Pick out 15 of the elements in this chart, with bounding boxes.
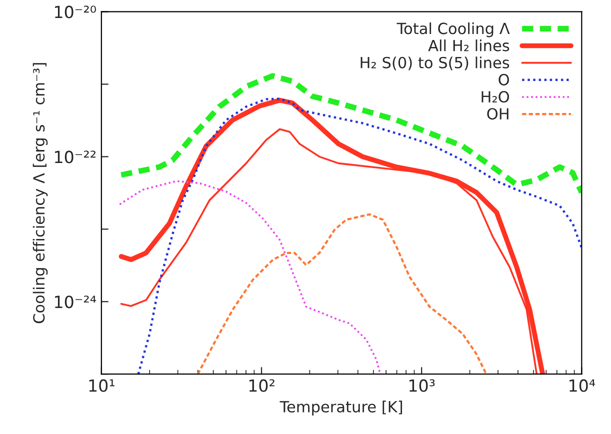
legend-label: O <box>498 74 510 86</box>
x-axis-title: Temperature [K] <box>280 400 402 416</box>
legend-label: H₂ S(0) to S(5) lines <box>360 56 510 70</box>
legend-label: H₂O <box>482 90 510 103</box>
y-tick-label: 10⁻²² <box>55 150 96 164</box>
x-tick-label: 10² <box>249 379 274 392</box>
y-axis-title: Cooling efficiency Λ [erg s⁻¹ cm⁻³] <box>32 63 48 324</box>
legend-label: All H₂ lines <box>428 39 510 52</box>
x-tick-label: 10¹ <box>89 379 114 392</box>
x-tick-label: 10³ <box>409 379 435 392</box>
x-tick-label: 10⁴ <box>570 379 596 392</box>
y-tick-label: 10⁻²⁰ <box>55 6 96 18</box>
legend-label: OH <box>487 108 508 120</box>
y-tick-label: 10⁻²⁴ <box>55 296 96 308</box>
legend-label: Total Cooling Λ <box>396 22 510 38</box>
